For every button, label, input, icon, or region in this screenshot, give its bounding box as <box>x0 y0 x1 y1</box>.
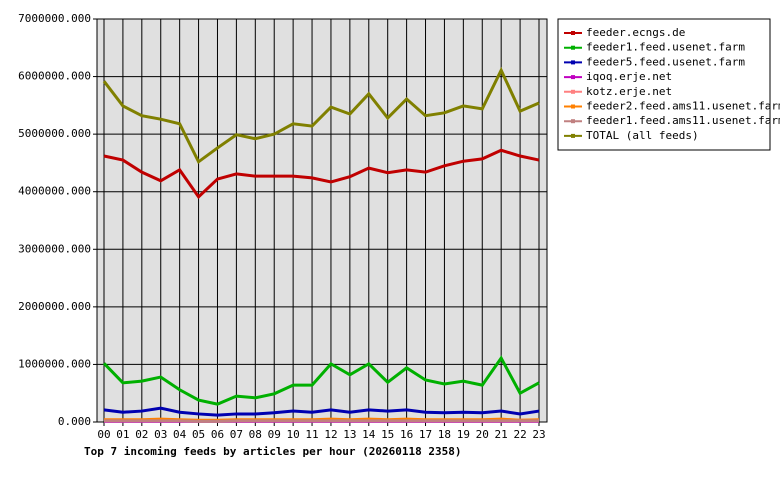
x-tick-label: 15 <box>381 428 394 441</box>
x-tick-label: 04 <box>173 428 187 441</box>
x-tick-label: 20 <box>476 428 489 441</box>
legend-dot <box>571 119 575 124</box>
y-tick-label: 1000000.000 <box>18 357 91 370</box>
x-tick-label: 13 <box>343 428 356 441</box>
x-tick-label: 11 <box>305 428 318 441</box>
legend-dot <box>571 75 575 80</box>
legend-label: feeder1.feed.ams11.usenet.farm <box>586 114 780 127</box>
legend-label: feeder.ecngs.de <box>586 26 685 39</box>
legend-box <box>557 18 771 151</box>
x-tick-label: 00 <box>97 428 110 441</box>
x-tick-label: 03 <box>154 428 167 441</box>
legend-dot <box>571 60 575 65</box>
x-tick-label: 23 <box>532 428 545 441</box>
legend-dot <box>571 133 575 138</box>
x-tick-label: 21 <box>495 428 508 441</box>
series-line <box>103 406 540 417</box>
legend-label: feeder5.feed.usenet.farm <box>586 55 745 68</box>
series-line <box>104 419 539 423</box>
series-line <box>102 355 540 406</box>
x-tick-label: 01 <box>116 428 129 441</box>
x-tick-label: 18 <box>438 428 451 441</box>
legend-label: feeder1.feed.usenet.farm <box>586 41 745 54</box>
y-tick-label: 7000000.000 <box>18 12 91 25</box>
x-tick-label: 09 <box>268 428 281 441</box>
y-tick-label: 6000000.000 <box>18 70 91 83</box>
legend-dot <box>571 104 575 109</box>
legend-dot <box>571 89 575 94</box>
x-tick-label: 08 <box>249 428 262 441</box>
y-tick-label: 0.000 <box>58 415 91 428</box>
y-tick-label: 2000000.000 <box>18 300 91 313</box>
x-tick-label: 22 <box>513 428 526 441</box>
legend-dot <box>571 45 575 50</box>
x-tick-label: 12 <box>324 428 337 441</box>
x-tick-label: 19 <box>457 428 470 441</box>
legend-label: kotz.erje.net <box>586 85 672 98</box>
x-tick-label: 07 <box>230 428 243 441</box>
x-tick-label: 16 <box>400 428 413 441</box>
chart-title: Top 7 incoming feeds by articles per hou… <box>84 445 462 458</box>
legend-label: feeder2.feed.ams11.usenet.farm <box>586 100 780 113</box>
y-tick-label: 5000000.000 <box>18 127 91 140</box>
legend-label: TOTAL (all feeds) <box>586 129 699 142</box>
series-line <box>103 148 540 200</box>
legend-label: iqoq.erje.net <box>586 70 672 83</box>
x-tick-label: 06 <box>211 428 224 441</box>
x-tick-label: 05 <box>192 428 205 441</box>
x-tick-label: 17 <box>419 428 432 441</box>
plot-area <box>97 19 547 422</box>
y-tick-label: 3000000.000 <box>18 242 91 255</box>
legend-dot <box>571 31 575 35</box>
series-line <box>102 66 540 165</box>
y-tick-label: 4000000.000 <box>18 185 91 198</box>
x-tick-label: 02 <box>135 428 148 441</box>
x-tick-label: 10 <box>287 428 300 441</box>
x-tick-label: 14 <box>362 428 376 441</box>
